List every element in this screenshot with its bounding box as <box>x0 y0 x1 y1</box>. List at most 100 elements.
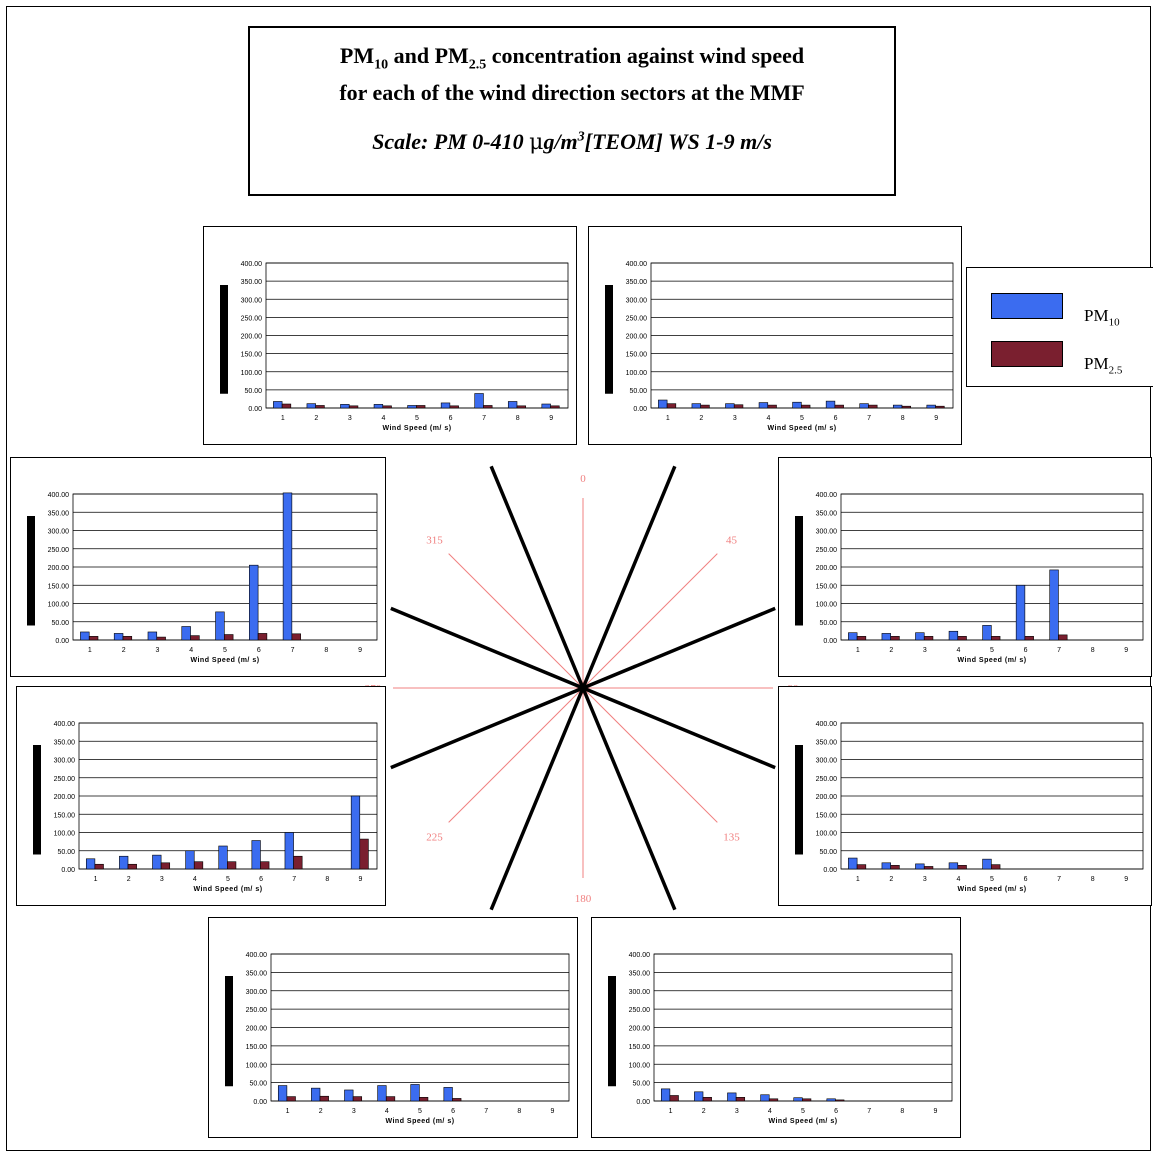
chart-sector-left-lower: 0.00 50.00 100.00 150.00 200.00 250.00 300.00 3… <box>16 686 386 906</box>
x-axis-title: Wind Speed (m/ s) <box>767 425 836 432</box>
y-axis-label-bar <box>220 285 228 394</box>
y-tick-label: 100.00 <box>48 602 70 609</box>
x-tick-label: 9 <box>358 647 362 654</box>
y-tick-label: 400.00 <box>816 721 838 728</box>
x-tick-label: 1 <box>88 647 92 654</box>
x-tick-label: 7 <box>291 647 295 654</box>
x-tick-label: 1 <box>856 647 860 654</box>
bar-pm10 <box>284 832 294 870</box>
x-axis-title: Wind Speed (m/ s) <box>385 1118 454 1125</box>
y-tick-label: 200.00 <box>626 334 648 341</box>
legend: PM10 PM2.5 <box>966 267 1153 387</box>
y-tick-label: 150.00 <box>629 1044 651 1051</box>
x-tick-label: 7 <box>292 876 296 883</box>
bar-pm10 <box>152 854 162 870</box>
bar-pm10 <box>215 611 225 641</box>
bar-pm10 <box>760 1094 770 1102</box>
compass-label-135: 135 <box>723 831 740 843</box>
bar-pm25 <box>286 1096 296 1102</box>
y-tick-label: 150.00 <box>54 812 76 819</box>
sector-boundary-line <box>581 465 677 689</box>
y-tick-label: 150.00 <box>246 1044 268 1051</box>
x-tick-label: 7 <box>1057 647 1061 654</box>
bar-pm25 <box>419 1097 429 1102</box>
bar-pm10 <box>725 403 735 409</box>
bar-pm25 <box>193 861 204 870</box>
bar-pm10 <box>826 1098 836 1102</box>
bar-pm25 <box>452 1098 462 1102</box>
bar-pm25 <box>291 633 301 641</box>
x-tick-label: 4 <box>381 415 385 422</box>
x-tick-label: 4 <box>768 1108 772 1115</box>
y-tick-label: 100.00 <box>54 831 76 838</box>
compass-label-315: 315 <box>426 535 443 547</box>
x-tick-label: 2 <box>314 415 318 422</box>
bar-pm10 <box>350 795 361 870</box>
bar-pm25 <box>315 405 325 409</box>
bar-pm25 <box>516 405 527 409</box>
x-tick-label: 3 <box>733 415 737 422</box>
x-tick-label: 8 <box>1091 647 1095 654</box>
sector-boundary-line <box>581 687 677 911</box>
y-tick-label: 50.00 <box>819 849 837 856</box>
compass-axis-line <box>582 687 718 823</box>
bar-pm10 <box>113 633 124 641</box>
bar-pm10 <box>119 855 129 870</box>
bar-pm10 <box>218 845 228 870</box>
x-axis-title: Wind Speed (m/ s) <box>768 1118 837 1125</box>
bar-pm25 <box>890 636 900 641</box>
x-tick-label: 6 <box>449 415 453 422</box>
y-tick-label: 300.00 <box>816 529 838 536</box>
title-line-1: PM10 and PM2.5 concentration against win… <box>339 43 805 73</box>
bar-pm25 <box>768 1098 779 1102</box>
bar-pm10 <box>691 403 701 409</box>
y-tick-label: 300.00 <box>629 989 651 996</box>
y-tick-label: 100.00 <box>816 602 838 609</box>
x-tick-label: 4 <box>766 415 770 422</box>
x-axis-title: Wind Speed (m/ s) <box>957 886 1026 893</box>
y-tick-label: 150.00 <box>626 352 648 359</box>
bar-chart-svg: 0.00 50.00 100.00 150.00 200.00 250.00 300.00 3… <box>605 261 954 432</box>
bar-pm10 <box>273 401 283 409</box>
bar-pm25 <box>767 404 777 409</box>
legend-swatch-pm25 <box>991 341 1063 367</box>
bar-pm25 <box>834 404 844 409</box>
bar-pm10 <box>660 1088 671 1102</box>
y-tick-label: 200.00 <box>246 1026 268 1033</box>
bar-pm25 <box>160 862 171 870</box>
bar-pm10 <box>181 626 191 641</box>
y-tick-label: 250.00 <box>816 547 838 554</box>
y-tick-label: 200.00 <box>54 794 76 801</box>
y-tick-label: 350.00 <box>626 279 648 286</box>
bar-pm10 <box>848 857 858 870</box>
y-tick-label: 250.00 <box>241 315 263 322</box>
y-tick-label: 400.00 <box>241 261 263 268</box>
x-tick-label: 4 <box>385 1108 389 1115</box>
x-tick-label: 3 <box>352 1108 356 1115</box>
bar-pm25 <box>359 838 369 870</box>
y-tick-label: 50.00 <box>632 1081 650 1088</box>
bar-pm10 <box>792 401 802 409</box>
x-tick-label: 5 <box>801 1108 805 1115</box>
compass-label-0: 0 <box>580 473 586 485</box>
legend-label-pm25: PM2.5 <box>1084 354 1123 377</box>
y-tick-label: 200.00 <box>816 565 838 572</box>
bar-pm25 <box>483 405 493 409</box>
sector-boundary-line <box>390 606 584 690</box>
bar-pm25 <box>385 1096 396 1102</box>
y-tick-label: 50.00 <box>819 620 837 627</box>
bar-pm10 <box>407 405 417 409</box>
y-tick-label: 200.00 <box>48 565 70 572</box>
bar-pm25 <box>550 405 560 409</box>
bar-pm25 <box>1058 634 1068 641</box>
y-tick-label: 350.00 <box>48 510 70 517</box>
x-axis-title: Wind Speed (m/ s) <box>382 425 451 432</box>
bar-pm10 <box>443 1087 453 1102</box>
bar-pm10 <box>915 863 925 870</box>
bar-pm25 <box>227 861 237 870</box>
x-tick-label: 1 <box>669 1108 673 1115</box>
bar-pm25 <box>923 636 934 641</box>
bar-pm25 <box>449 405 459 409</box>
bar-pm10 <box>80 631 90 641</box>
x-axis-title: Wind Speed (m/ s) <box>193 886 262 893</box>
